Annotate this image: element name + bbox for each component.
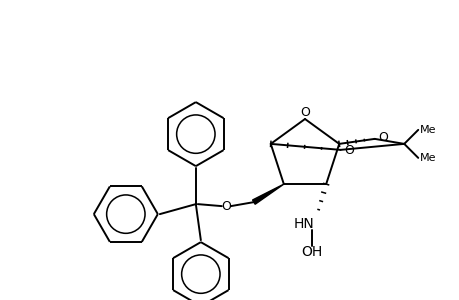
Text: O: O <box>220 200 230 213</box>
Text: Me: Me <box>420 125 436 135</box>
Text: HN: HN <box>293 217 314 231</box>
Text: O: O <box>344 144 353 158</box>
Polygon shape <box>252 184 283 204</box>
Text: Me: Me <box>420 153 436 163</box>
Text: O: O <box>378 131 388 144</box>
Text: O: O <box>299 106 309 118</box>
Text: OH: OH <box>301 245 322 259</box>
